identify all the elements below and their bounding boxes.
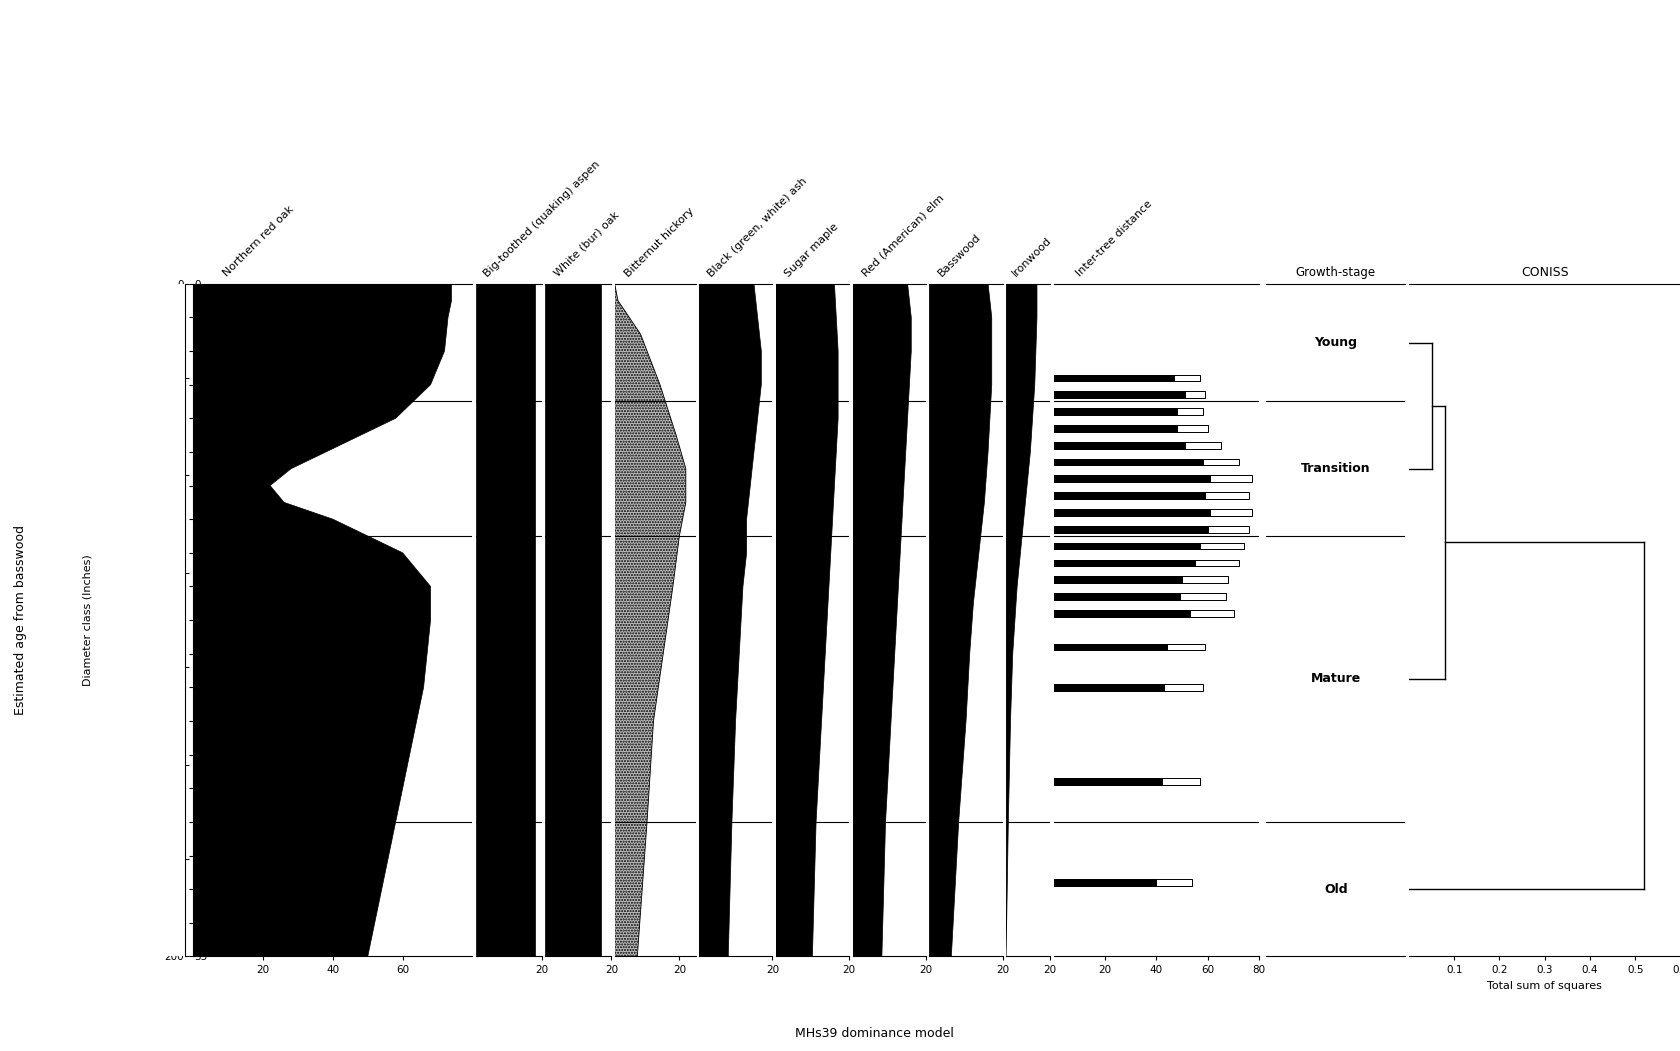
Text: Young: Young <box>1314 336 1356 349</box>
Polygon shape <box>774 284 838 956</box>
Text: White (bur) oak: White (bur) oak <box>551 210 620 279</box>
Bar <box>1053 509 1210 516</box>
Bar <box>1053 441 1184 449</box>
Text: Transition: Transition <box>1300 462 1369 475</box>
Bar <box>1053 542 1200 550</box>
Polygon shape <box>475 284 534 956</box>
Bar <box>1053 610 1189 617</box>
Text: Black (green, white) ash: Black (green, white) ash <box>706 176 808 279</box>
Bar <box>1053 526 1248 533</box>
Polygon shape <box>929 284 991 956</box>
Bar <box>1053 374 1200 382</box>
Bar <box>1053 593 1179 600</box>
Bar <box>1053 408 1176 415</box>
Polygon shape <box>1006 284 1037 956</box>
Bar <box>1053 610 1233 617</box>
Bar <box>1053 559 1194 566</box>
Polygon shape <box>615 284 685 956</box>
Text: Inter-tree distance: Inter-tree distance <box>1074 199 1152 279</box>
Bar <box>1053 778 1200 785</box>
Bar <box>1053 408 1201 415</box>
Bar <box>1053 475 1210 482</box>
Text: Estimated age from basswood: Estimated age from basswood <box>13 526 27 715</box>
Bar <box>1053 643 1166 651</box>
Text: Old: Old <box>1324 883 1347 895</box>
Text: MHs39 dominance model: MHs39 dominance model <box>795 1028 953 1040</box>
Bar <box>1053 684 1164 691</box>
Bar <box>1053 509 1250 516</box>
Bar <box>1053 492 1205 499</box>
Bar <box>1053 475 1250 482</box>
Bar <box>1053 391 1184 398</box>
Bar <box>1053 643 1205 651</box>
Text: Bitternut hickory: Bitternut hickory <box>622 205 696 279</box>
Text: Sugar maple: Sugar maple <box>783 221 840 279</box>
Bar <box>1053 879 1191 886</box>
Polygon shape <box>699 284 761 956</box>
Text: Basswood: Basswood <box>936 232 983 279</box>
Bar <box>1053 458 1201 466</box>
Bar <box>1053 391 1205 398</box>
Text: Red (American) elm: Red (American) elm <box>860 193 944 279</box>
Bar <box>1053 425 1176 432</box>
Polygon shape <box>852 284 911 956</box>
Bar <box>1053 441 1220 449</box>
Text: Growth-stage: Growth-stage <box>1295 266 1374 279</box>
Bar <box>1053 425 1208 432</box>
Polygon shape <box>544 284 601 956</box>
Text: Northern red oak: Northern red oak <box>222 204 296 279</box>
Bar <box>1053 576 1181 583</box>
Bar <box>1053 458 1238 466</box>
Text: CONISS: CONISS <box>1520 266 1567 279</box>
Bar <box>1053 593 1225 600</box>
Bar <box>1053 576 1228 583</box>
Bar <box>1053 684 1201 691</box>
Bar <box>1053 542 1243 550</box>
Bar <box>1053 526 1208 533</box>
Text: Big-toothed (quaking) aspen: Big-toothed (quaking) aspen <box>482 159 601 279</box>
Polygon shape <box>193 284 452 956</box>
X-axis label: Total sum of squares: Total sum of squares <box>1487 981 1601 991</box>
Bar <box>1053 492 1248 499</box>
Bar <box>1053 778 1161 785</box>
Bar <box>1053 374 1174 382</box>
Text: Ironwood: Ironwood <box>1010 235 1053 279</box>
Bar <box>1053 559 1238 566</box>
Bar <box>1053 879 1156 886</box>
Text: Diameter class (Inches): Diameter class (Inches) <box>82 554 92 686</box>
Text: Mature: Mature <box>1310 673 1361 685</box>
